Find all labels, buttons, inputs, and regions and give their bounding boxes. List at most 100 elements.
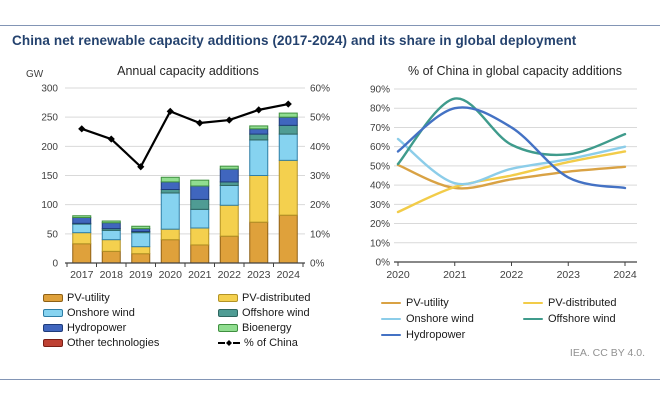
series-line [396, 163, 627, 190]
bar-segment [160, 228, 180, 241]
bar-segment [190, 198, 210, 210]
svg-text:2023: 2023 [247, 269, 271, 281]
hydropower-swatch-icon [43, 323, 63, 332]
legend-column: PV-distributed Offshore wind [523, 295, 616, 343]
legend-item-onshore_wind: Onshore wind [381, 311, 523, 327]
left-axes: 0 50 100 150 200 250 300 0% 10% 20% 30% 40% 50% 60% 20… [41, 84, 330, 282]
bar-segment [72, 223, 92, 234]
svg-text:2021: 2021 [188, 269, 212, 281]
bar-segment [160, 176, 180, 183]
series-line [396, 150, 627, 214]
legend-label: Hydropower [67, 321, 127, 334]
svg-text:2018: 2018 [100, 269, 124, 281]
svg-text:150: 150 [41, 171, 58, 182]
svg-text:0: 0 [52, 259, 58, 270]
svg-text:300: 300 [41, 84, 58, 95]
bar-segment [219, 181, 239, 186]
bar-segment [190, 244, 210, 264]
bar-segment [278, 112, 298, 118]
bar-segment [160, 192, 180, 230]
pv_distributed-swatch-icon [218, 293, 238, 302]
legend-label: Hydropower [406, 329, 466, 341]
top-divider-line [0, 25, 660, 26]
bar-segment [190, 179, 210, 187]
bar-segment [101, 250, 121, 264]
pv_distributed-swatch-icon [523, 301, 543, 305]
figure-title: China net renewable capacity additions (… [12, 33, 577, 48]
annual-capacity-additions-chart: 0 50 100 150 200 250 300 0% 10% 20% 30% 40% 50% 60% 20… [41, 84, 330, 282]
bar-segment [278, 124, 298, 135]
legend-item-hydropower: Hydropower [43, 320, 218, 335]
svg-text:200: 200 [41, 142, 58, 153]
svg-text:60%: 60% [310, 84, 330, 95]
bioenergy-swatch-icon [218, 323, 238, 332]
stacked-bars [72, 112, 298, 264]
left-chart-y-axis-unit: GW [26, 69, 44, 80]
bottom-divider-line [0, 379, 660, 380]
svg-text:2021: 2021 [443, 269, 467, 281]
bar-segment [278, 159, 298, 216]
share-lines [396, 97, 627, 214]
legend-label: PV-utility [67, 291, 110, 304]
bar-segment [249, 128, 269, 135]
svg-text:0%: 0% [376, 258, 391, 269]
bar-segment [219, 184, 239, 206]
svg-text:2024: 2024 [277, 269, 301, 281]
pv_utility-swatch-icon [381, 301, 401, 305]
svg-text:60%: 60% [370, 142, 390, 153]
svg-text:40%: 40% [310, 142, 330, 153]
bar-segment [72, 243, 92, 264]
svg-text:2024: 2024 [613, 269, 637, 281]
bar-segment [249, 125, 269, 130]
bar-segment [219, 168, 239, 183]
left-chart-title: Annual capacity additions [117, 64, 259, 78]
left-grid [65, 87, 305, 235]
legend-column: PV-utility Onshore wind Hydropower [381, 295, 523, 343]
bar-segment [160, 181, 180, 190]
bar-segment [72, 215, 92, 218]
bar-segment [278, 214, 298, 264]
legend-item-pv_utility: PV-utility [43, 290, 218, 305]
svg-text:50: 50 [47, 229, 59, 240]
series-line [396, 106, 627, 190]
bar-segment [101, 229, 121, 241]
bar-segment [131, 232, 151, 248]
legend-label: % of China [244, 336, 298, 349]
bar-segment [219, 165, 239, 170]
svg-text:2019: 2019 [129, 269, 153, 281]
right-axes: 0% 10% 20% 30% 40% 50% 60% 70% 80% 90% 2020 2021 202… [370, 85, 637, 281]
svg-text:10%: 10% [370, 238, 390, 249]
bar-segment [101, 220, 121, 224]
legend-item-hydropower: Hydropower [381, 327, 523, 343]
svg-text:90%: 90% [370, 85, 390, 96]
svg-text:30%: 30% [370, 200, 390, 211]
hydropower-swatch-icon [381, 333, 401, 337]
legend-item-pv_distributed: PV-distributed [523, 295, 616, 311]
onshore_wind-swatch-icon [43, 308, 63, 317]
bar-segment [219, 235, 239, 264]
legend-item-offshore_wind: Offshore wind [218, 305, 310, 320]
china-global-share-chart: 0% 10% 20% 30% 40% 50% 60% 70% 80% 90% 2020 2021 202… [370, 85, 637, 281]
bar-segment [219, 204, 239, 237]
bar-segment [249, 133, 269, 141]
legend-label: Other technologies [67, 336, 160, 349]
bar-segment [131, 246, 151, 255]
bar-segment [101, 222, 121, 230]
svg-text:40%: 40% [370, 181, 390, 192]
svg-text:100: 100 [41, 200, 58, 211]
svg-text:80%: 80% [370, 104, 390, 115]
bar-segment [190, 185, 210, 200]
left-chart-legend: PV-utility Onshore wind Hydropower Other te… [43, 290, 310, 350]
bar-segment [160, 189, 180, 194]
svg-text:2017: 2017 [70, 269, 94, 281]
svg-text:2023: 2023 [557, 269, 581, 281]
svg-text:2022: 2022 [500, 269, 524, 281]
legend-item-onshore_wind: Onshore wind [43, 305, 218, 320]
legend-item-bioenergy: Bioenergy [218, 320, 310, 335]
legend-item-other_technologies: Other technologies [43, 335, 218, 350]
svg-text:0%: 0% [310, 259, 325, 270]
svg-text:2020: 2020 [386, 269, 410, 281]
bar-segment [101, 239, 121, 252]
svg-text:50%: 50% [310, 113, 330, 124]
svg-text:50%: 50% [370, 161, 390, 172]
